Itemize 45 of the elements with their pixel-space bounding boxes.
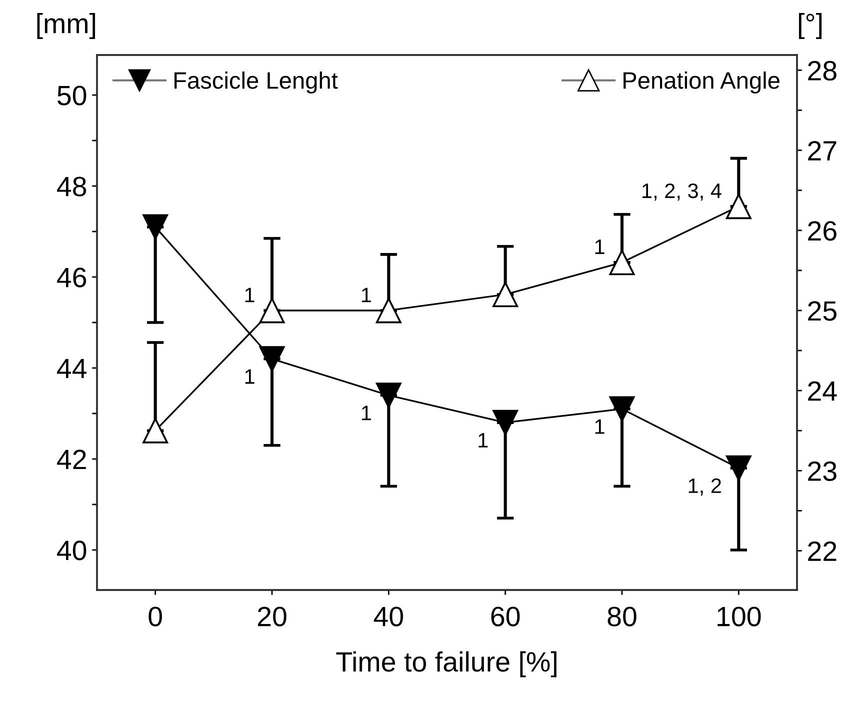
y2-tick-label: 24 [808, 381, 837, 401]
y-tick-label: 40 [57, 540, 86, 560]
y2-tick-label: 22 [808, 541, 836, 561]
annotation: 1 [478, 433, 488, 448]
y-tick-label: 46 [57, 268, 86, 288]
annotation: 1 [362, 288, 371, 302]
point [259, 346, 285, 372]
y2-tick-label: 27 [808, 140, 836, 160]
x-tick-label: 80 [608, 606, 636, 626]
point [376, 382, 402, 408]
point [726, 455, 752, 481]
x-axis-title: Time to failure [%] [336, 651, 556, 678]
y-tick-label: 48 [57, 176, 86, 196]
x-tick-label: 40 [374, 606, 404, 626]
y-tick-label: 50 [57, 86, 86, 106]
annotation: 1 [245, 369, 254, 384]
point [492, 282, 518, 308]
annotation: 1 [245, 288, 254, 302]
y-axis-title: [mm] [37, 13, 96, 39]
annotation: 1, 2, 3, 4 [642, 183, 722, 201]
legend-label: Penation Angle [624, 72, 780, 94]
y2-axis-title: [°] [798, 13, 822, 39]
point [609, 250, 635, 276]
point [259, 298, 285, 324]
y2-tick-label: 26 [808, 221, 836, 241]
point [492, 410, 518, 436]
x-tick-label: 100 [718, 606, 761, 626]
point [726, 194, 752, 220]
annotation: 1 [362, 406, 371, 420]
annotation: 1 [595, 419, 604, 434]
y2-tick-label: 28 [808, 60, 836, 81]
y-tick-label: 44 [57, 358, 86, 378]
x-tick-label: 20 [258, 606, 286, 626]
point [142, 418, 168, 444]
point [142, 214, 168, 240]
point [376, 298, 402, 324]
y2-tick-label: 23 [808, 461, 836, 482]
annotation: 1, 2 [688, 478, 721, 496]
x-tick-label: 0 [148, 606, 162, 626]
point [609, 396, 635, 422]
x-tick-label: 60 [491, 606, 520, 626]
annotation: 1 [595, 240, 604, 254]
legend-label: Fascicle Lenght [174, 72, 338, 94]
y2-tick-label: 25 [808, 301, 836, 321]
y-tick-label: 42 [57, 450, 86, 470]
